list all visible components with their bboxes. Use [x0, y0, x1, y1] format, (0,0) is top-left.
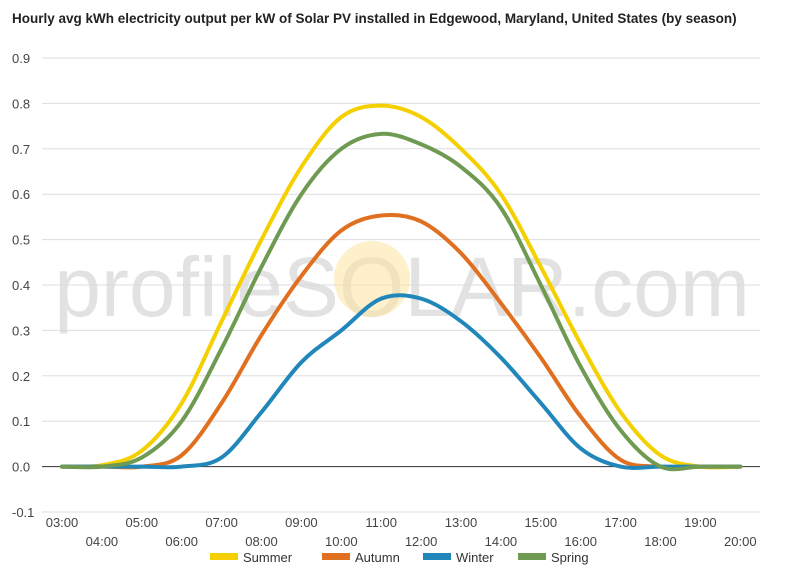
series-line-spring — [60, 131, 743, 472]
x-tick-label: 10:00 — [325, 534, 358, 549]
y-tick-label: 0.6 — [12, 187, 30, 202]
y-tick-label: 0.2 — [12, 369, 30, 384]
x-tick-label: 08:00 — [245, 534, 278, 549]
x-tick-label: 12:00 — [405, 534, 438, 549]
watermark-sun-icon — [334, 241, 410, 317]
x-tick-label: 19:00 — [684, 515, 717, 530]
x-tick-label: 07:00 — [205, 515, 238, 530]
y-tick-label: 0.9 — [12, 51, 30, 66]
chart-title: Hourly avg kWh electricity output per kW… — [12, 11, 737, 26]
x-tick-label: 16:00 — [564, 534, 597, 549]
y-tick-label: 0.5 — [12, 233, 30, 248]
x-tick-label: 06:00 — [165, 534, 198, 549]
y-tick-label: 0.0 — [12, 460, 30, 475]
series-line-summer — [60, 103, 743, 470]
x-tick-label: 13:00 — [445, 515, 478, 530]
legend-swatch-spring — [518, 553, 546, 560]
y-tick-label: 0.1 — [12, 414, 30, 429]
legend-swatch-winter — [423, 553, 451, 560]
x-tick-label: 03:00 — [46, 515, 79, 530]
series-line-winter — [60, 293, 743, 470]
x-tick-label: 20:00 — [724, 534, 757, 549]
legend-swatch-autumn — [322, 553, 350, 560]
y-tick-label: 0.8 — [12, 96, 30, 111]
x-tick-label: 14:00 — [485, 534, 518, 549]
y-tick-label: 0.4 — [12, 278, 30, 293]
x-tick-label: 04:00 — [86, 534, 119, 549]
x-tick-label: 15:00 — [525, 515, 558, 530]
legend-swatch-summer — [210, 553, 238, 560]
x-tick-label: 11:00 — [365, 515, 397, 530]
legend-label-spring: Spring — [551, 550, 589, 565]
legend-label-autumn: Autumn — [355, 550, 400, 565]
series-line-autumn — [60, 212, 743, 470]
x-tick-label: 09:00 — [285, 515, 318, 530]
legend-label-winter: Winter — [456, 550, 494, 565]
y-tick-label: 0.7 — [12, 142, 30, 157]
y-tick-label: -0.1 — [12, 505, 34, 520]
x-tick-label: 05:00 — [126, 515, 159, 530]
y-tick-label: 0.3 — [12, 323, 30, 338]
legend-label-summer: Summer — [243, 550, 293, 565]
x-tick-label: 17:00 — [604, 515, 637, 530]
x-tick-label: 18:00 — [644, 534, 677, 549]
